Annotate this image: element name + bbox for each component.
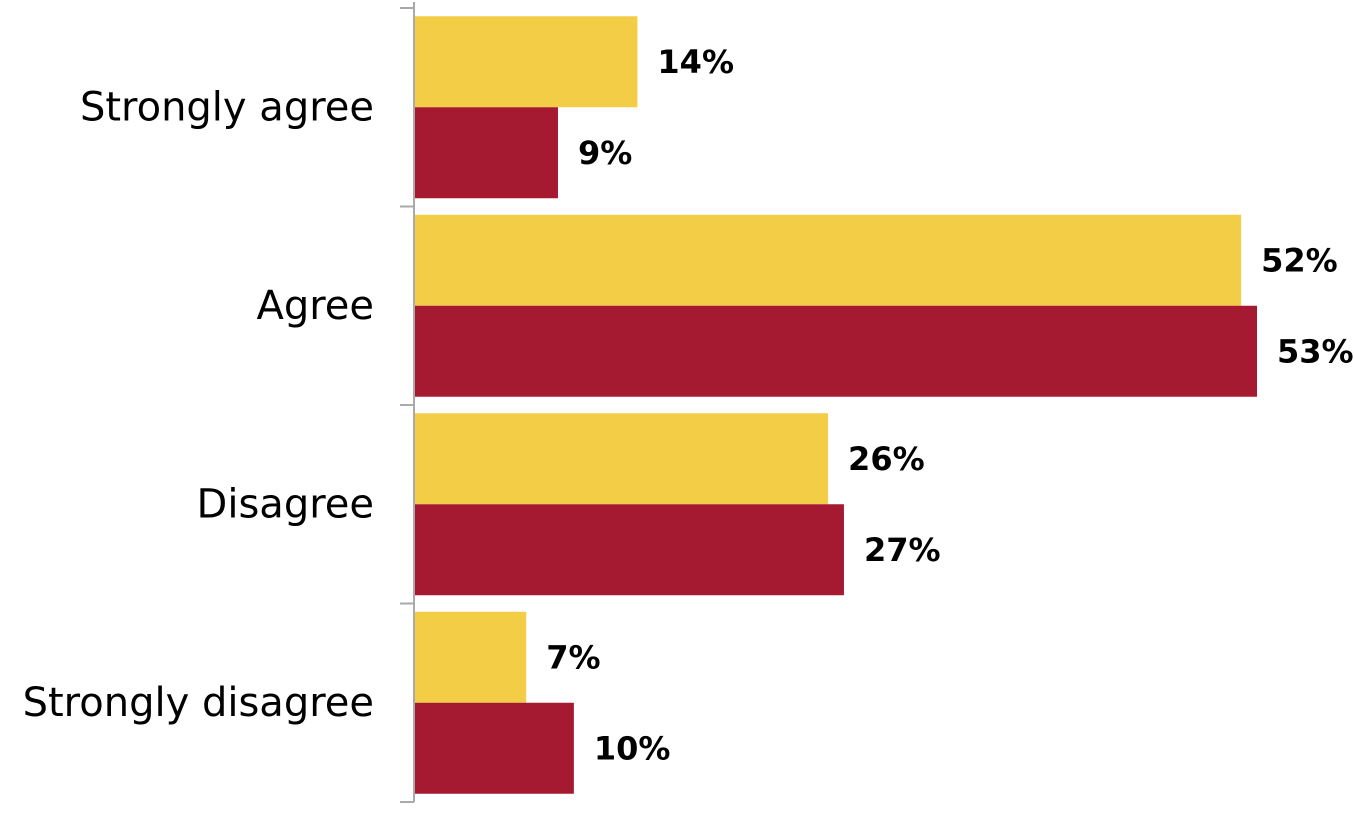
category-label-strongly-agree: Strongly agree (80, 84, 374, 130)
category-labels: Strongly agree Agree Disagree Strongly disa… (23, 84, 374, 726)
value-label-strongly-agree-series-2: 9% (578, 134, 632, 172)
value-labels: 14% 9% 52% 53% 26% 27% 7% 10% (546, 43, 1353, 768)
bars-layer (415, 16, 1257, 794)
bar-disagree-series-2 (415, 504, 844, 596)
y-axis (400, 2, 415, 803)
bar-disagree-series-1 (415, 413, 829, 505)
value-label-disagree-series-2: 27% (864, 531, 941, 569)
category-label-disagree: Disagree (197, 481, 374, 527)
value-label-agree-series-1: 52% (1261, 241, 1338, 279)
bar-strongly-disagree-series-1 (415, 611, 527, 703)
value-label-disagree-series-1: 26% (848, 440, 925, 478)
bar-agree-series-1 (415, 214, 1242, 306)
value-label-agree-series-2: 53% (1277, 332, 1354, 370)
bar-agree-series-2 (415, 305, 1257, 397)
bar-strongly-agree-series-1 (415, 16, 638, 108)
value-label-strongly-agree-series-1: 14% (657, 43, 734, 81)
bar-strongly-agree-series-2 (415, 107, 558, 199)
bar-strongly-disagree-series-2 (415, 702, 574, 794)
value-label-strongly-disagree-series-2: 10% (594, 729, 671, 767)
category-label-agree: Agree (256, 283, 374, 329)
category-label-strongly-disagree: Strongly disagree (23, 680, 374, 726)
value-label-strongly-disagree-series-1: 7% (546, 638, 600, 676)
